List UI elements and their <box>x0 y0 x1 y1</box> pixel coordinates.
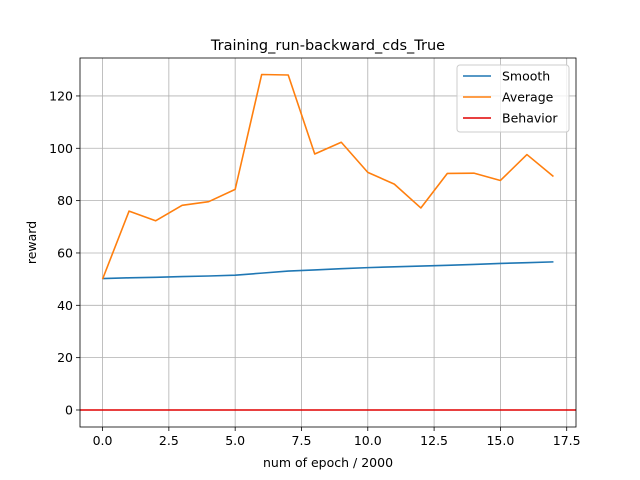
y-axis-label: reward <box>24 221 39 264</box>
x-tick-label: 5.0 <box>225 433 245 448</box>
y-tick-label: 80 <box>57 193 73 208</box>
chart-title: Training_run-backward_cds_True <box>210 38 445 54</box>
series-line-smooth <box>102 261 554 280</box>
x-tick-label: 15.0 <box>486 433 514 448</box>
y-tick-label: 40 <box>57 298 73 313</box>
x-tick-label: 0.0 <box>93 433 113 448</box>
legend-box <box>456 64 570 133</box>
legend-label-behavior: Behavior <box>502 111 558 126</box>
y-tick-label: 120 <box>49 88 73 103</box>
x-tick-label: 17.5 <box>553 433 581 448</box>
x-tick-label: 10.0 <box>354 433 382 448</box>
legend-label-average: Average <box>502 90 554 105</box>
y-axis-ticks: 0 20 40 60 80 100 120 <box>49 88 80 417</box>
series-lines <box>80 73 576 411</box>
y-tick-label: 100 <box>49 141 73 156</box>
legend-label-smooth: Smooth <box>502 69 550 84</box>
x-axis-ticks: 0.0 2.5 5.0 7.5 10.0 12.5 15.0 17.5 <box>93 427 581 448</box>
x-tick-label: 7.5 <box>292 433 312 448</box>
plot-frame <box>79 57 577 428</box>
y-tick-label: 20 <box>57 350 73 365</box>
legend: Smooth Average Behavior <box>456 64 570 133</box>
x-axis-label: num of epoch / 2000 <box>263 455 393 470</box>
series-line-average <box>101 73 554 280</box>
y-tick-label: 60 <box>57 245 73 260</box>
x-tick-label: 12.5 <box>420 433 448 448</box>
y-tick-label: 0 <box>65 402 73 417</box>
x-tick-label: 2.5 <box>159 433 179 448</box>
